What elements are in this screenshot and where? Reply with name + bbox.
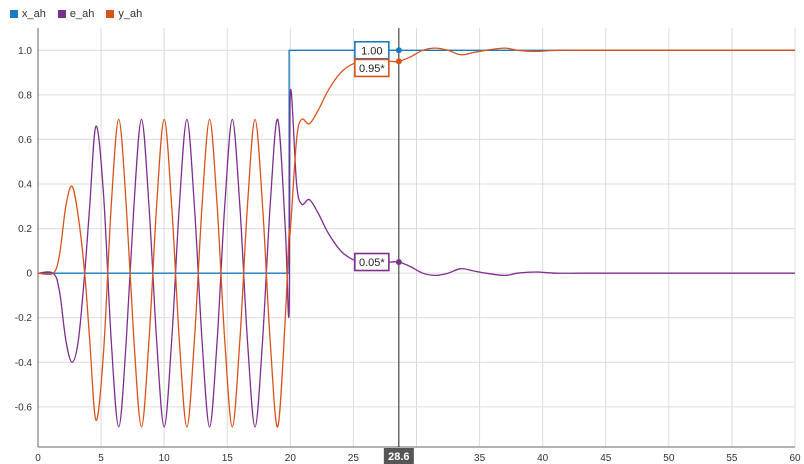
x-tick-label: 35 [474,453,486,464]
x-tick-label: 20 [285,453,297,464]
series-line-e_ah [37,88,795,428]
x-tick-label: 40 [537,453,549,464]
cursor-value-x_ah: 1.00 [361,45,382,57]
y-tick-label: -0.4 [15,358,33,369]
x-tick-label: 50 [663,453,675,464]
legend: x_ah e_ah y_ah [10,7,142,21]
legend-label-y_ah: y_ah [118,8,143,20]
legend-item-x_ah[interactable]: x_ah [10,8,46,20]
x-tick-label: 15 [222,453,234,464]
cursor-value-y_ah: 0.95* [359,63,385,75]
x-tick-label: 0 [35,453,41,464]
y-tick-label: 0.2 [18,224,32,235]
y-tick-label: 0 [26,269,32,280]
x-tick-label: 60 [789,453,801,464]
x-tick-label: 10 [159,453,171,464]
legend-item-y_ah[interactable]: y_ah [106,8,142,20]
x-tick-label: 55 [726,453,738,464]
cursor-value-box-y_ah [354,58,390,78]
x-tick-label: 45 [600,453,612,464]
y-tick-label: -0.2 [15,313,33,324]
x-tick-label: 5 [98,453,104,464]
cursor-x-readout-box[interactable] [383,448,414,464]
x-tick-label: 25 [348,453,360,464]
legend-swatch-e_ah [57,10,66,18]
legend-item-e_ah[interactable]: e_ah [57,8,95,20]
legend-swatch-x_ah [10,10,18,18]
series-line-y_ah [37,47,795,428]
y-tick-label: 0.4 [18,180,32,191]
y-tick-label: 0.6 [18,135,32,146]
y-tick-label: -0.6 [15,402,33,413]
legend-label-x_ah: x_ah [22,8,46,20]
cursor-value-box-e_ah [354,252,390,272]
y-tick-label: 1.0 [18,46,32,57]
legend-swatch-y_ah [106,10,115,18]
y-tick-label: 0.8 [18,90,32,101]
cursor-x-readout: 28.6 [388,451,409,463]
cursor-value-e_ah: 0.05* [359,257,385,269]
legend-label-e_ah: e_ah [69,8,95,20]
